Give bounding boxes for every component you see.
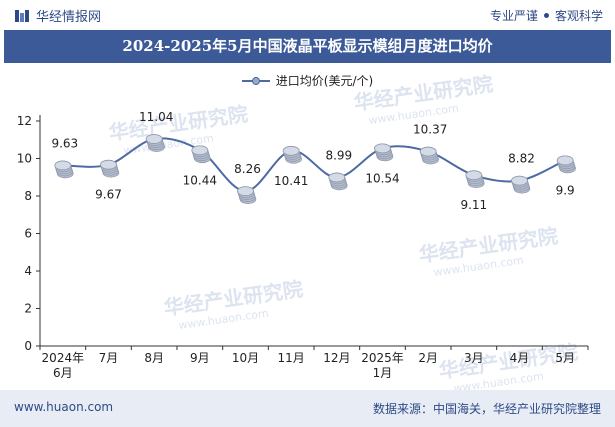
marker-disc-top [54, 160, 72, 171]
x-tick-label: 5月 [555, 351, 575, 365]
x-tick-label: 2月 [418, 351, 438, 365]
x-tick-label: 12月 [323, 351, 350, 365]
legend-label: 进口均价(美元/个) [275, 74, 374, 88]
footer-bar: www.huaon.com 数据来源：中国海关，华经产业研究院整理 [0, 390, 615, 427]
y-tick-label: 0 [24, 339, 32, 353]
data-label: 9.9 [556, 183, 575, 197]
marker-disc-top [465, 170, 483, 181]
data-point-marker [328, 172, 348, 191]
x-tick-label: 11月 [278, 351, 305, 365]
data-point-marker [100, 159, 120, 178]
x-tick-label: 3月 [464, 351, 484, 365]
data-point-marker [191, 145, 211, 164]
data-label: 10.41 [274, 174, 308, 188]
marker-disc-top [419, 146, 437, 157]
marker-disc-top [145, 134, 163, 144]
legend-line-swatch-icon [241, 76, 270, 85]
data-point-marker [237, 186, 257, 204]
y-tick-label: 2 [24, 302, 32, 316]
series-line [62, 137, 566, 193]
brand[interactable]: 华经情报网 [14, 6, 101, 25]
data-label: 8.82 [508, 152, 535, 166]
marker-disc-top [282, 145, 300, 156]
y-tick-label: 8 [24, 189, 32, 203]
huajing-logo-icon [15, 9, 29, 22]
x-tick-label: 8月 [144, 351, 164, 365]
data-label: 9.11 [460, 198, 487, 212]
footer-site-link[interactable]: www.huaon.com [14, 400, 114, 414]
marker-disc-top [100, 159, 117, 170]
data-label: 9.67 [95, 188, 122, 202]
top-bar: 华经情报网 专业严谨 客观科学 [0, 0, 615, 30]
data-point-marker [54, 160, 74, 179]
y-tick-label: 4 [24, 264, 32, 278]
footer-source: 数据来源：中国海关，华经产业研究院整理 [372, 402, 601, 416]
y-tick-label: 10 [17, 152, 32, 166]
data-point-marker [145, 134, 165, 152]
data-label: 10.37 [413, 123, 447, 137]
tagline: 专业严谨 客观科学 [490, 7, 603, 24]
data-label: 8.99 [325, 148, 352, 162]
tagline-text-2: 客观科学 [554, 9, 603, 23]
data-label: 11.04 [139, 110, 173, 124]
data-point-marker [511, 175, 531, 194]
data-point-marker [465, 170, 485, 189]
marker-disc-top [556, 155, 574, 166]
x-tick-label: 2025年 1月 [361, 351, 404, 380]
bullet-dot-icon [543, 13, 549, 18]
marker-disc-top [191, 145, 209, 156]
y-tick-label: 6 [24, 227, 32, 241]
data-point-marker [419, 146, 439, 165]
data-point-marker [282, 145, 302, 164]
data-label: 9.63 [51, 136, 78, 150]
data-label: 10.54 [365, 171, 399, 185]
legend: 进口均价(美元/个) [0, 72, 615, 89]
x-tick-label: 7月 [99, 351, 119, 365]
data-point-marker [556, 155, 576, 174]
marker-disc-top [237, 186, 254, 197]
data-label: 8.26 [234, 162, 261, 176]
data-point-marker [374, 143, 394, 162]
y-tick-label: 12 [17, 114, 32, 128]
x-tick-label: 9月 [190, 351, 210, 365]
chart-title: 2024-2025年5月中国液晶平板显示模组月度进口均价 [122, 37, 493, 55]
marker-disc-top [511, 175, 528, 186]
brand-name: 华经情报网 [36, 10, 102, 25]
x-tick-label: 2024年 6月 [42, 351, 85, 380]
title-bar: 2024-2025年5月中国液晶平板显示模组月度进口均价 [4, 30, 611, 63]
data-label: 10.44 [183, 173, 217, 187]
marker-disc-top [374, 143, 391, 154]
marker-disc-top [328, 172, 346, 183]
x-tick-label: 10月 [232, 351, 259, 365]
x-tick-label: 4月 [510, 351, 530, 365]
tagline-text-1: 专业严谨 [489, 9, 538, 23]
